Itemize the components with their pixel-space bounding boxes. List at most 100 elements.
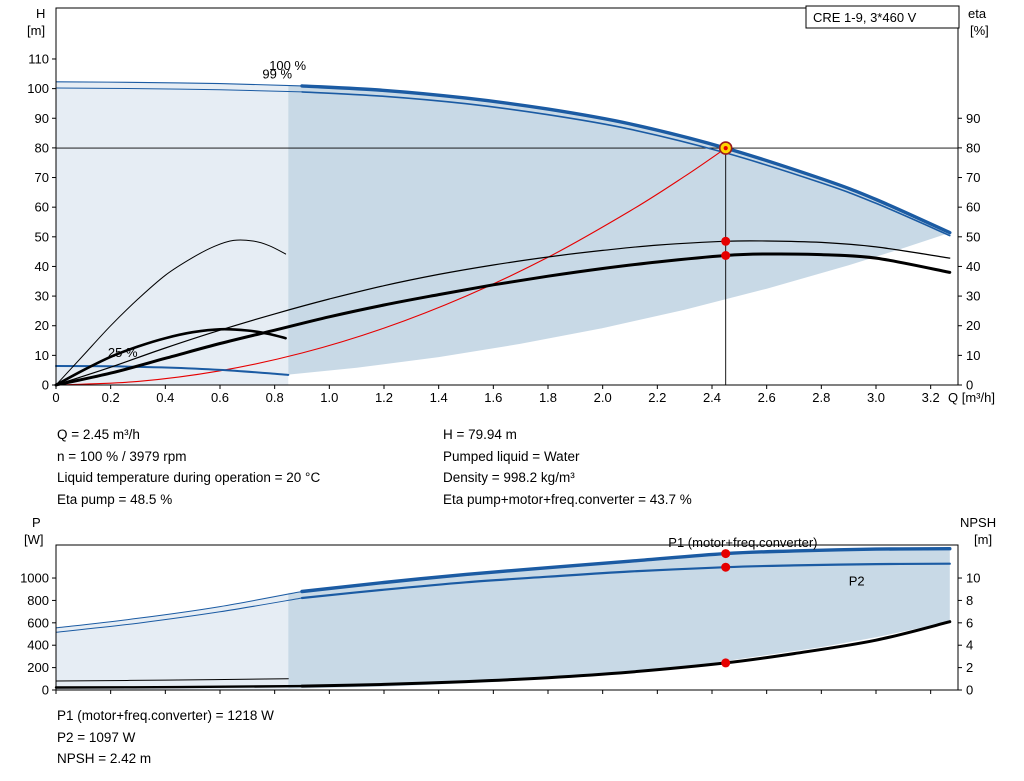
pump-title-box	[805, 5, 960, 29]
p1-curve-thin	[55, 591, 303, 629]
y-axis-title-left: P	[32, 515, 41, 530]
pump-curve-100	[300, 84, 952, 235]
y-axis-tick-label-left: 200	[27, 660, 49, 675]
y-axis-tick-label-right: 80	[966, 140, 980, 155]
y-axis-tick-label-right: 10	[966, 348, 980, 363]
y-axis-tick-label-right: 20	[966, 318, 980, 333]
y-axis-title-right: eta	[968, 6, 987, 21]
plot-frame	[55, 544, 959, 691]
y-axis-title-left: [m]	[27, 23, 45, 38]
duty-info-column-right: H = 79.94 m Pumped liquid = Water Densit…	[443, 424, 692, 510]
pump-curve-25	[55, 365, 290, 376]
y-axis-tick-label-left: 40	[35, 259, 49, 274]
power-envelope	[288, 548, 950, 689]
p2-curve	[300, 562, 951, 600]
eta-total-text: Eta pump+motor+freq.converter = 43.7 %	[443, 491, 692, 507]
system-curve	[55, 147, 727, 386]
y-axis-tick-label-right: 40	[966, 259, 980, 274]
eta-pump-curve	[55, 240, 951, 386]
y-axis-tick-label-left: 100	[27, 81, 49, 96]
p1-curve	[300, 547, 952, 594]
y-axis-tick-label-right: 4	[966, 638, 973, 653]
y-axis-tick-label-right: 2	[966, 660, 973, 675]
npsh-curve-thin	[54, 684, 304, 689]
y-axis-tick-label-right: 50	[966, 229, 980, 244]
eta-pump-curve-25	[55, 239, 287, 386]
y-axis-tick-label-left: 110	[28, 51, 49, 66]
npsh-curve	[300, 620, 952, 688]
p1-curve-label: P1 (motor+freq.converter)	[668, 535, 817, 550]
y-axis-tick-label-left: 0	[42, 683, 49, 698]
y-axis-tick-label-left: 30	[35, 289, 49, 304]
x-axis-title: Q [m³/h]	[948, 390, 995, 405]
power-npsh-info: P1 (motor+freq.converter) = 1218 W P2 = …	[57, 705, 274, 770]
flow-value-text: Q = 2.45 m³/h	[57, 427, 140, 442]
y-axis-tick-label-right: 90	[966, 111, 980, 126]
x-axis-tick-label: 2.6	[758, 390, 776, 405]
x-axis-tick-label: 2.2	[648, 390, 666, 405]
speed-label-99: 99 %	[262, 67, 292, 82]
y-axis-tick-label-left: 800	[27, 593, 49, 608]
y-axis-tick-label-right: 8	[966, 593, 973, 608]
plot-frame	[55, 7, 959, 386]
x-axis-tick-label: 1.6	[484, 390, 502, 405]
y-axis-tick-label-left: 10	[35, 348, 49, 363]
x-axis-tick-label: 1.2	[375, 390, 393, 405]
y-axis-title-right: NPSH	[960, 515, 996, 530]
x-axis-tick-label: 0	[52, 390, 59, 405]
y-axis-tick-label-right: 0	[966, 683, 973, 698]
pump-curve-99	[301, 91, 951, 237]
power-envelope-low-speed	[56, 593, 289, 690]
pump-curve-100-thin	[55, 81, 303, 87]
pump-title: CRE 1-9, 3*460 V	[813, 10, 917, 25]
y-axis-tick-label-right: 30	[966, 289, 980, 304]
power-npsh-chart[interactable]: P1 (motor+freq.converter)P20200400600800…	[0, 512, 1024, 707]
duty-point-center	[723, 146, 728, 151]
pump-curve-99-thin	[55, 87, 303, 93]
x-axis-tick-label: 2.8	[812, 390, 830, 405]
x-axis-tick-label: 2.4	[703, 390, 721, 405]
x-axis-tick-label: 0.4	[156, 390, 174, 405]
x-axis-tick-label: 1.4	[430, 390, 448, 405]
head-value-text: H = 79.94 m	[443, 427, 517, 442]
y-axis-tick-label-left: 400	[27, 638, 49, 653]
p2-value-text: P2 = 1097 W	[57, 729, 136, 745]
p1-value-text: P1 (motor+freq.converter) = 1218 W	[57, 708, 274, 723]
eta-total-curve	[54, 252, 952, 387]
duty-info-column-left: Q = 2.45 m³/h n = 100 % / 3979 rpm Liqui…	[57, 424, 443, 510]
p2-curve-label: P2	[849, 573, 865, 588]
y-axis-tick-label-left: 90	[35, 111, 49, 126]
x-axis-tick-label: 1.0	[320, 390, 338, 405]
x-axis-tick-label: 0.8	[266, 390, 284, 405]
y-axis-title-left: H	[36, 6, 45, 21]
y-axis-tick-label-left: 20	[35, 318, 49, 333]
eta-total-curve-25	[54, 327, 287, 387]
eta-pump-duty-dot	[721, 236, 731, 246]
y-axis-tick-label-left: 60	[35, 200, 49, 215]
y-axis-title-left: [W]	[24, 532, 44, 547]
x-axis-tick-label: 3.2	[922, 390, 940, 405]
p2-duty-dot	[721, 562, 731, 572]
x-axis-tick-label: 1.8	[539, 390, 557, 405]
y-axis-tick-label-left: 1000	[20, 571, 49, 586]
y-axis-tick-label-right: 60	[966, 200, 980, 215]
npsh-duty-dot	[721, 658, 731, 668]
y-axis-tick-label-left: 70	[35, 170, 49, 185]
y-axis-tick-label-left: 50	[35, 229, 49, 244]
y-axis-tick-label-right: 10	[966, 571, 980, 586]
x-axis-tick-label: 3.0	[867, 390, 885, 405]
hq-eta-chart[interactable]: 100 %99 %25 %010203040506070809010011001…	[0, 0, 1024, 412]
y-axis-tick-label-right: 6	[966, 615, 973, 630]
operating-envelope-low-speed	[56, 81, 289, 386]
speed-label-25: 25 %	[108, 345, 138, 360]
pumped-liquid-text: Pumped liquid = Water	[443, 448, 580, 464]
p1-duty-dot	[721, 549, 731, 559]
p2-curve-thin	[55, 597, 303, 633]
y-axis-title-right: [%]	[970, 23, 989, 38]
density-text: Density = 998.2 kg/m³	[443, 470, 575, 486]
npsh-value-text: NPSH = 2.42 m	[57, 751, 152, 767]
speed-value-text: n = 100 % / 3979 rpm	[57, 448, 187, 464]
duty-point-info: Q = 2.45 m³/h n = 100 % / 3979 rpm Liqui…	[57, 424, 692, 510]
liquid-temperature-text: Liquid temperature during operation = 20…	[57, 470, 321, 486]
